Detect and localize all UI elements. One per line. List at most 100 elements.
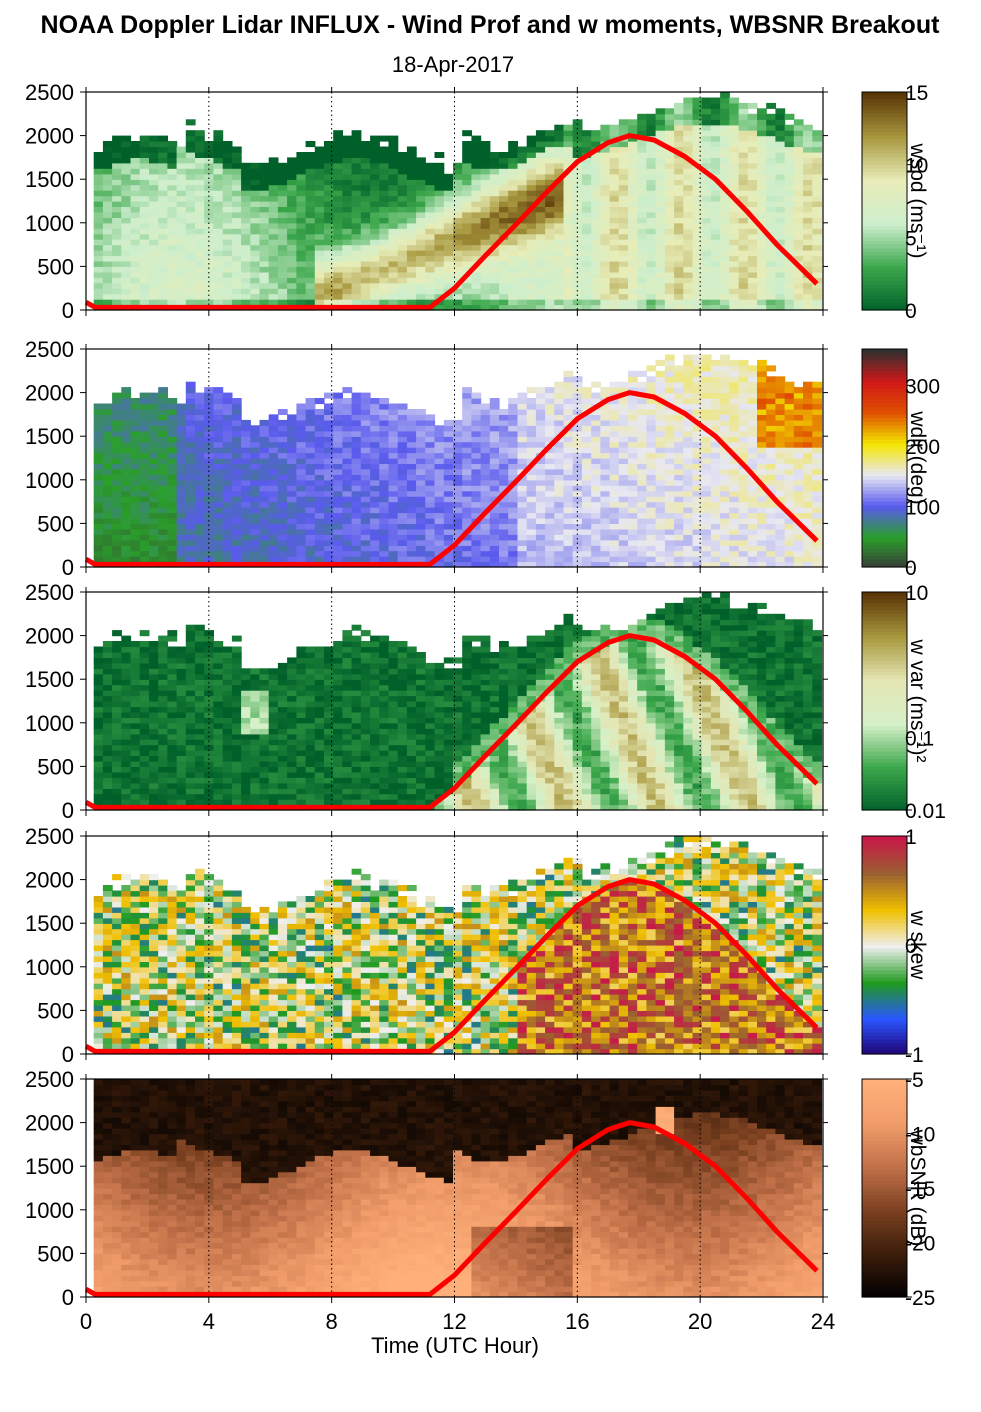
heatmap-cell [664, 518, 675, 524]
heatmap-cell [747, 184, 758, 191]
heatmap-cell [241, 501, 251, 508]
heatmap-cell [664, 414, 675, 421]
heatmap-cell [287, 534, 297, 541]
heatmap-cell [489, 233, 500, 240]
heatmap-cell [102, 146, 113, 153]
heatmap-cell [747, 528, 758, 535]
heatmap-cell [112, 157, 122, 164]
heatmap-cell [370, 195, 380, 202]
heatmap-cell [471, 184, 482, 191]
heatmap-cell [333, 141, 343, 148]
heatmap-cell [517, 550, 528, 557]
heatmap-cell [277, 299, 288, 306]
heatmap-cell [683, 260, 694, 267]
heatmap-cell [471, 414, 482, 421]
heatmap-cell [305, 255, 316, 262]
heatmap-cell [572, 452, 583, 459]
heatmap-cell [195, 403, 205, 410]
heatmap-cell [480, 518, 491, 524]
heatmap-cell [563, 239, 574, 246]
heatmap-cell [93, 293, 104, 300]
heatmap-cell [379, 282, 390, 289]
heatmap-cell [720, 556, 730, 563]
heatmap-cell [241, 474, 251, 481]
heatmap-cell [600, 152, 611, 158]
heatmap-cell [499, 266, 509, 273]
heatmap-cell [351, 255, 362, 262]
heatmap-cell [397, 179, 408, 186]
heatmap-cell [195, 539, 205, 546]
heatmap-cell [360, 288, 371, 295]
heatmap-cell [572, 135, 583, 142]
heatmap-cell [370, 135, 380, 142]
heatmap-cell [729, 97, 740, 104]
heatmap-cell [324, 266, 334, 273]
heatmap-cell [526, 409, 537, 415]
heatmap-cell [535, 550, 546, 557]
heatmap-cell [793, 152, 804, 158]
heatmap-cell [195, 222, 205, 229]
heatmap-cell [185, 201, 196, 207]
heatmap-cell [397, 244, 408, 251]
heatmap-cell [185, 441, 196, 448]
heatmap-cell [609, 447, 620, 454]
heatmap-cell [462, 452, 472, 459]
heatmap-cell [701, 354, 712, 361]
heatmap-cell [563, 518, 574, 524]
heatmap-cell [287, 282, 297, 289]
heatmap-cell [508, 255, 518, 262]
heatmap-cell [655, 501, 666, 508]
heatmap-cell [287, 271, 297, 278]
heatmap-cell [277, 409, 288, 415]
heatmap-cell [388, 179, 399, 186]
heatmap-cell [747, 260, 758, 267]
heatmap-cell [766, 244, 776, 251]
heatmap-cell [747, 507, 758, 514]
heatmap-cell [471, 206, 482, 213]
heatmap-cell [803, 277, 813, 284]
heatmap-cell [93, 523, 104, 530]
heatmap-cell [259, 282, 270, 289]
heatmap-cell [185, 179, 196, 186]
heatmap-cell [784, 168, 795, 175]
heatmap-cell [425, 184, 436, 191]
heatmap-cell [231, 507, 242, 514]
heatmap-cell [434, 211, 445, 218]
heatmap-cell [563, 387, 574, 394]
heatmap-cell [628, 425, 638, 432]
heatmap-cell [416, 545, 426, 552]
heatmap-cell [664, 162, 675, 169]
heatmap-cell [370, 556, 380, 563]
heatmap-cell [250, 485, 261, 492]
heatmap-cell [370, 518, 380, 524]
heatmap-cell [545, 556, 555, 563]
heatmap-cell [747, 545, 758, 552]
heatmap-cell [259, 458, 270, 464]
heatmap-cell [591, 179, 601, 186]
heatmap-cell [388, 501, 399, 508]
heatmap-cell [370, 293, 380, 300]
heatmap-cell [158, 201, 168, 207]
heatmap-cell [609, 250, 620, 257]
heatmap-cell [637, 468, 647, 475]
heatmap-cell [277, 458, 288, 464]
heatmap-cell [480, 479, 491, 486]
heatmap-cell [416, 288, 426, 295]
heatmap-cell [195, 233, 205, 240]
heatmap-cell [710, 206, 721, 213]
heatmap-cell [93, 260, 104, 267]
heatmap-cell [305, 179, 316, 186]
heatmap-cell [508, 398, 518, 405]
heatmap-cell [287, 430, 297, 437]
heatmap-cell [517, 244, 528, 251]
heatmap-cell [93, 255, 104, 262]
heatmap-cell [471, 556, 482, 563]
heatmap-cell [591, 239, 601, 246]
heatmap-cell [535, 398, 546, 405]
heatmap-cell [554, 441, 565, 448]
heatmap-cell [176, 233, 187, 240]
heatmap-cell [324, 409, 334, 415]
heatmap-cell [250, 195, 261, 202]
heatmap-cell [425, 222, 436, 229]
